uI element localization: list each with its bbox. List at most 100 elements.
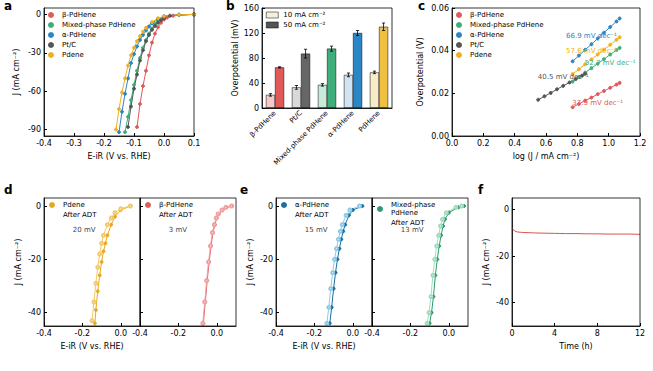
svg-text:Mixed-phase PdHene: Mixed-phase PdHene [272,109,330,167]
svg-text:E-iR (V vs. RHE): E-iR (V vs. RHE) [60,342,123,351]
svg-text:c: c [418,0,425,13]
svg-text:Mixed-phase PdHene: Mixed-phase PdHene [62,21,136,29]
svg-text:0.0: 0.0 [346,329,359,338]
svg-text:J (mA cm⁻²): J (mA cm⁻²) [12,49,21,97]
svg-text:0.6: 0.6 [540,139,553,148]
svg-text:0: 0 [268,202,273,211]
svg-text:-0.4: -0.4 [36,139,52,148]
svg-text:0.2: 0.2 [477,139,490,148]
svg-text:66.9 mV dec⁻¹: 66.9 mV dec⁻¹ [566,32,617,40]
svg-text:Overpotential (V): Overpotential (V) [416,37,425,106]
svg-text:-0.3: -0.3 [66,139,82,148]
svg-text:0.8: 0.8 [571,139,584,148]
svg-text:50 mA cm⁻²: 50 mA cm⁻² [283,21,325,29]
svg-text:80: 80 [249,54,259,63]
svg-text:J (mA cm⁻²): J (mA cm⁻²) [14,239,23,287]
svg-text:12: 12 [635,329,645,338]
svg-text:-30: -30 [28,48,41,57]
svg-text:f: f [478,183,484,197]
svg-text:52.7 mV dec⁻¹: 52.7 mV dec⁻¹ [585,59,636,67]
svg-text:0.0: 0.0 [158,139,171,148]
svg-text:Overpotential (mV): Overpotential (mV) [231,20,240,97]
svg-text:PdHene: PdHene [391,209,418,217]
svg-text:20 mV: 20 mV [73,226,96,234]
svg-text:4: 4 [552,329,557,338]
svg-text:-0.4: -0.4 [268,329,284,338]
svg-text:β-PdHene: β-PdHene [62,11,96,19]
svg-text:-20: -20 [260,255,273,264]
svg-text:37.9 mV dec⁻¹: 37.9 mV dec⁻¹ [572,99,623,107]
svg-text:-0.2: -0.2 [403,329,419,338]
svg-text:Mixed-phase: Mixed-phase [391,201,438,209]
svg-text:After ADT: After ADT [295,211,329,219]
svg-text:Pt/C: Pt/C [288,109,304,125]
svg-text:α-PdHene: α-PdHene [326,109,356,139]
svg-text:0.06: 0.06 [431,4,449,13]
svg-text:0: 0 [36,202,41,211]
svg-text:Pt/C: Pt/C [470,41,484,49]
svg-text:10 mA cm⁻²: 10 mA cm⁻² [283,11,325,19]
svg-text:log (J / mA cm⁻²): log (J / mA cm⁻²) [513,152,580,161]
svg-text:E-iR (V vs. RHE): E-iR (V vs. RHE) [292,342,355,351]
svg-text:-0.4: -0.4 [36,329,52,338]
svg-text:0: 0 [254,104,259,113]
svg-text:E-iR (V vs. RHE): E-iR (V vs. RHE) [87,152,150,161]
svg-text:3 mV: 3 mV [169,226,187,234]
svg-text:0.02: 0.02 [431,89,449,98]
svg-text:0: 0 [504,205,509,214]
svg-text:PdHene: PdHene [357,109,382,134]
svg-text:0.0: 0.0 [114,329,127,338]
svg-text:After ADT: After ADT [159,211,193,219]
svg-text:57.6 mV dec⁻¹: 57.6 mV dec⁻¹ [566,47,617,55]
svg-text:0.04: 0.04 [431,46,449,55]
svg-text:Pdene: Pdene [63,201,85,209]
svg-text:15 mV: 15 mV [305,226,328,234]
svg-text:-0.2: -0.2 [171,329,187,338]
svg-text:a: a [4,0,12,13]
svg-text:After ADT: After ADT [63,211,97,219]
svg-text:40: 40 [249,79,259,88]
svg-text:α-PdHene: α-PdHene [62,31,96,39]
svg-text:1.2: 1.2 [634,139,647,148]
svg-text:0: 0 [36,10,41,19]
svg-text:J (mA cm⁻²): J (mA cm⁻²) [246,239,255,287]
svg-text:0.1: 0.1 [188,139,201,148]
svg-text:b: b [226,0,235,13]
svg-text:120: 120 [244,29,259,38]
svg-text:Mixed-phase PdHene: Mixed-phase PdHene [470,21,544,29]
svg-text:-0.4: -0.4 [132,329,148,338]
svg-text:α-PdHene: α-PdHene [295,201,329,209]
svg-text:d: d [4,183,13,197]
svg-text:0.0: 0.0 [442,329,455,338]
svg-text:After ADT: After ADT [391,219,425,227]
svg-text:Pt/C: Pt/C [62,41,76,49]
svg-text:0.0: 0.0 [446,139,459,148]
svg-text:-20: -20 [28,255,41,264]
svg-text:e: e [240,183,248,197]
svg-text:8: 8 [595,329,600,338]
svg-text:40.5 mV dec⁻¹: 40.5 mV dec⁻¹ [538,73,589,81]
svg-text:-90: -90 [28,125,41,134]
svg-text:α-PdHene: α-PdHene [470,31,504,39]
svg-text:Time (h): Time (h) [558,342,592,351]
svg-text:-0.2: -0.2 [96,139,112,148]
svg-text:β-PdHene: β-PdHene [159,201,193,209]
svg-text:160: 160 [244,4,259,13]
svg-text:0.4: 0.4 [508,139,521,148]
svg-text:-40: -40 [260,308,273,317]
svg-text:1.0: 1.0 [602,139,615,148]
svg-text:-20: -20 [496,252,509,261]
svg-text:0: 0 [509,329,514,338]
svg-text:-0.2: -0.2 [75,329,91,338]
svg-text:-0.1: -0.1 [126,139,142,148]
svg-text:-40: -40 [496,298,509,307]
svg-text:-40: -40 [28,308,41,317]
svg-text:0.0: 0.0 [210,329,223,338]
svg-text:Pdene: Pdene [470,51,492,59]
svg-text:-60: -60 [28,87,41,96]
svg-text:-0.4: -0.4 [364,329,380,338]
svg-text:J (mA cm⁻²): J (mA cm⁻²) [482,239,491,287]
svg-text:Pdene: Pdene [62,51,84,59]
svg-text:β-PdHene: β-PdHene [248,109,278,139]
svg-text:β-PdHene: β-PdHene [470,11,504,19]
